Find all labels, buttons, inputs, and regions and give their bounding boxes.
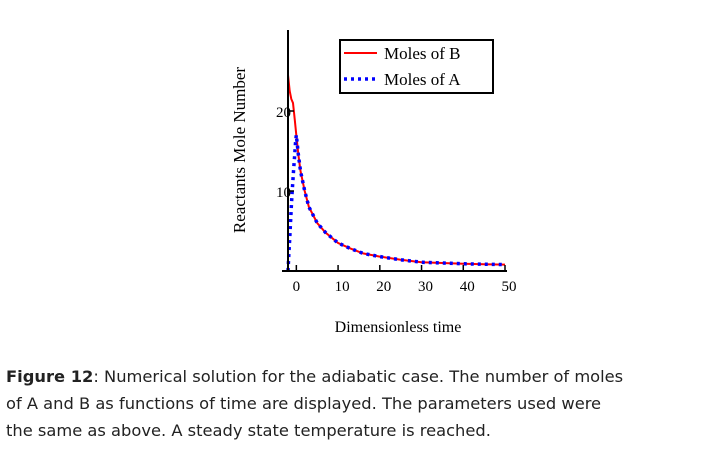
x-tick-label: 0 bbox=[293, 279, 301, 295]
caption-line-2: of A and B as functions of time are disp… bbox=[6, 394, 602, 413]
series-line-moles-of-a bbox=[286, 134, 506, 272]
series-line-moles-of-b bbox=[287, 74, 506, 266]
legend-label: Moles of A bbox=[384, 70, 461, 89]
y-tick-label: 20 bbox=[276, 105, 291, 121]
caption-line-1: : Numerical solution for the adiabatic c… bbox=[93, 367, 624, 386]
chart: 0 10 20 30 40 50 10 20 Dimensionless time Reactan… bbox=[230, 30, 517, 336]
x-tick-label: 40 bbox=[460, 279, 475, 295]
x-axis-label: Dimensionless time bbox=[335, 319, 462, 336]
x-tick-label: 30 bbox=[418, 279, 433, 295]
figure-caption: Figure 12: Numerical solution for the ad… bbox=[6, 363, 721, 444]
caption-label: Figure 12 bbox=[6, 367, 94, 386]
x-tick-label: 50 bbox=[502, 279, 517, 295]
x-tick-label: 10 bbox=[335, 279, 350, 295]
x-tick-label: 20 bbox=[376, 279, 391, 295]
y-tick-label: 10 bbox=[276, 185, 291, 201]
caption-line-3: the same as above. A steady state temper… bbox=[6, 421, 491, 440]
legend-label: Moles of B bbox=[384, 44, 461, 63]
y-axis-label: Reactants Mole Number bbox=[230, 67, 249, 234]
legend-box bbox=[339, 39, 494, 94]
